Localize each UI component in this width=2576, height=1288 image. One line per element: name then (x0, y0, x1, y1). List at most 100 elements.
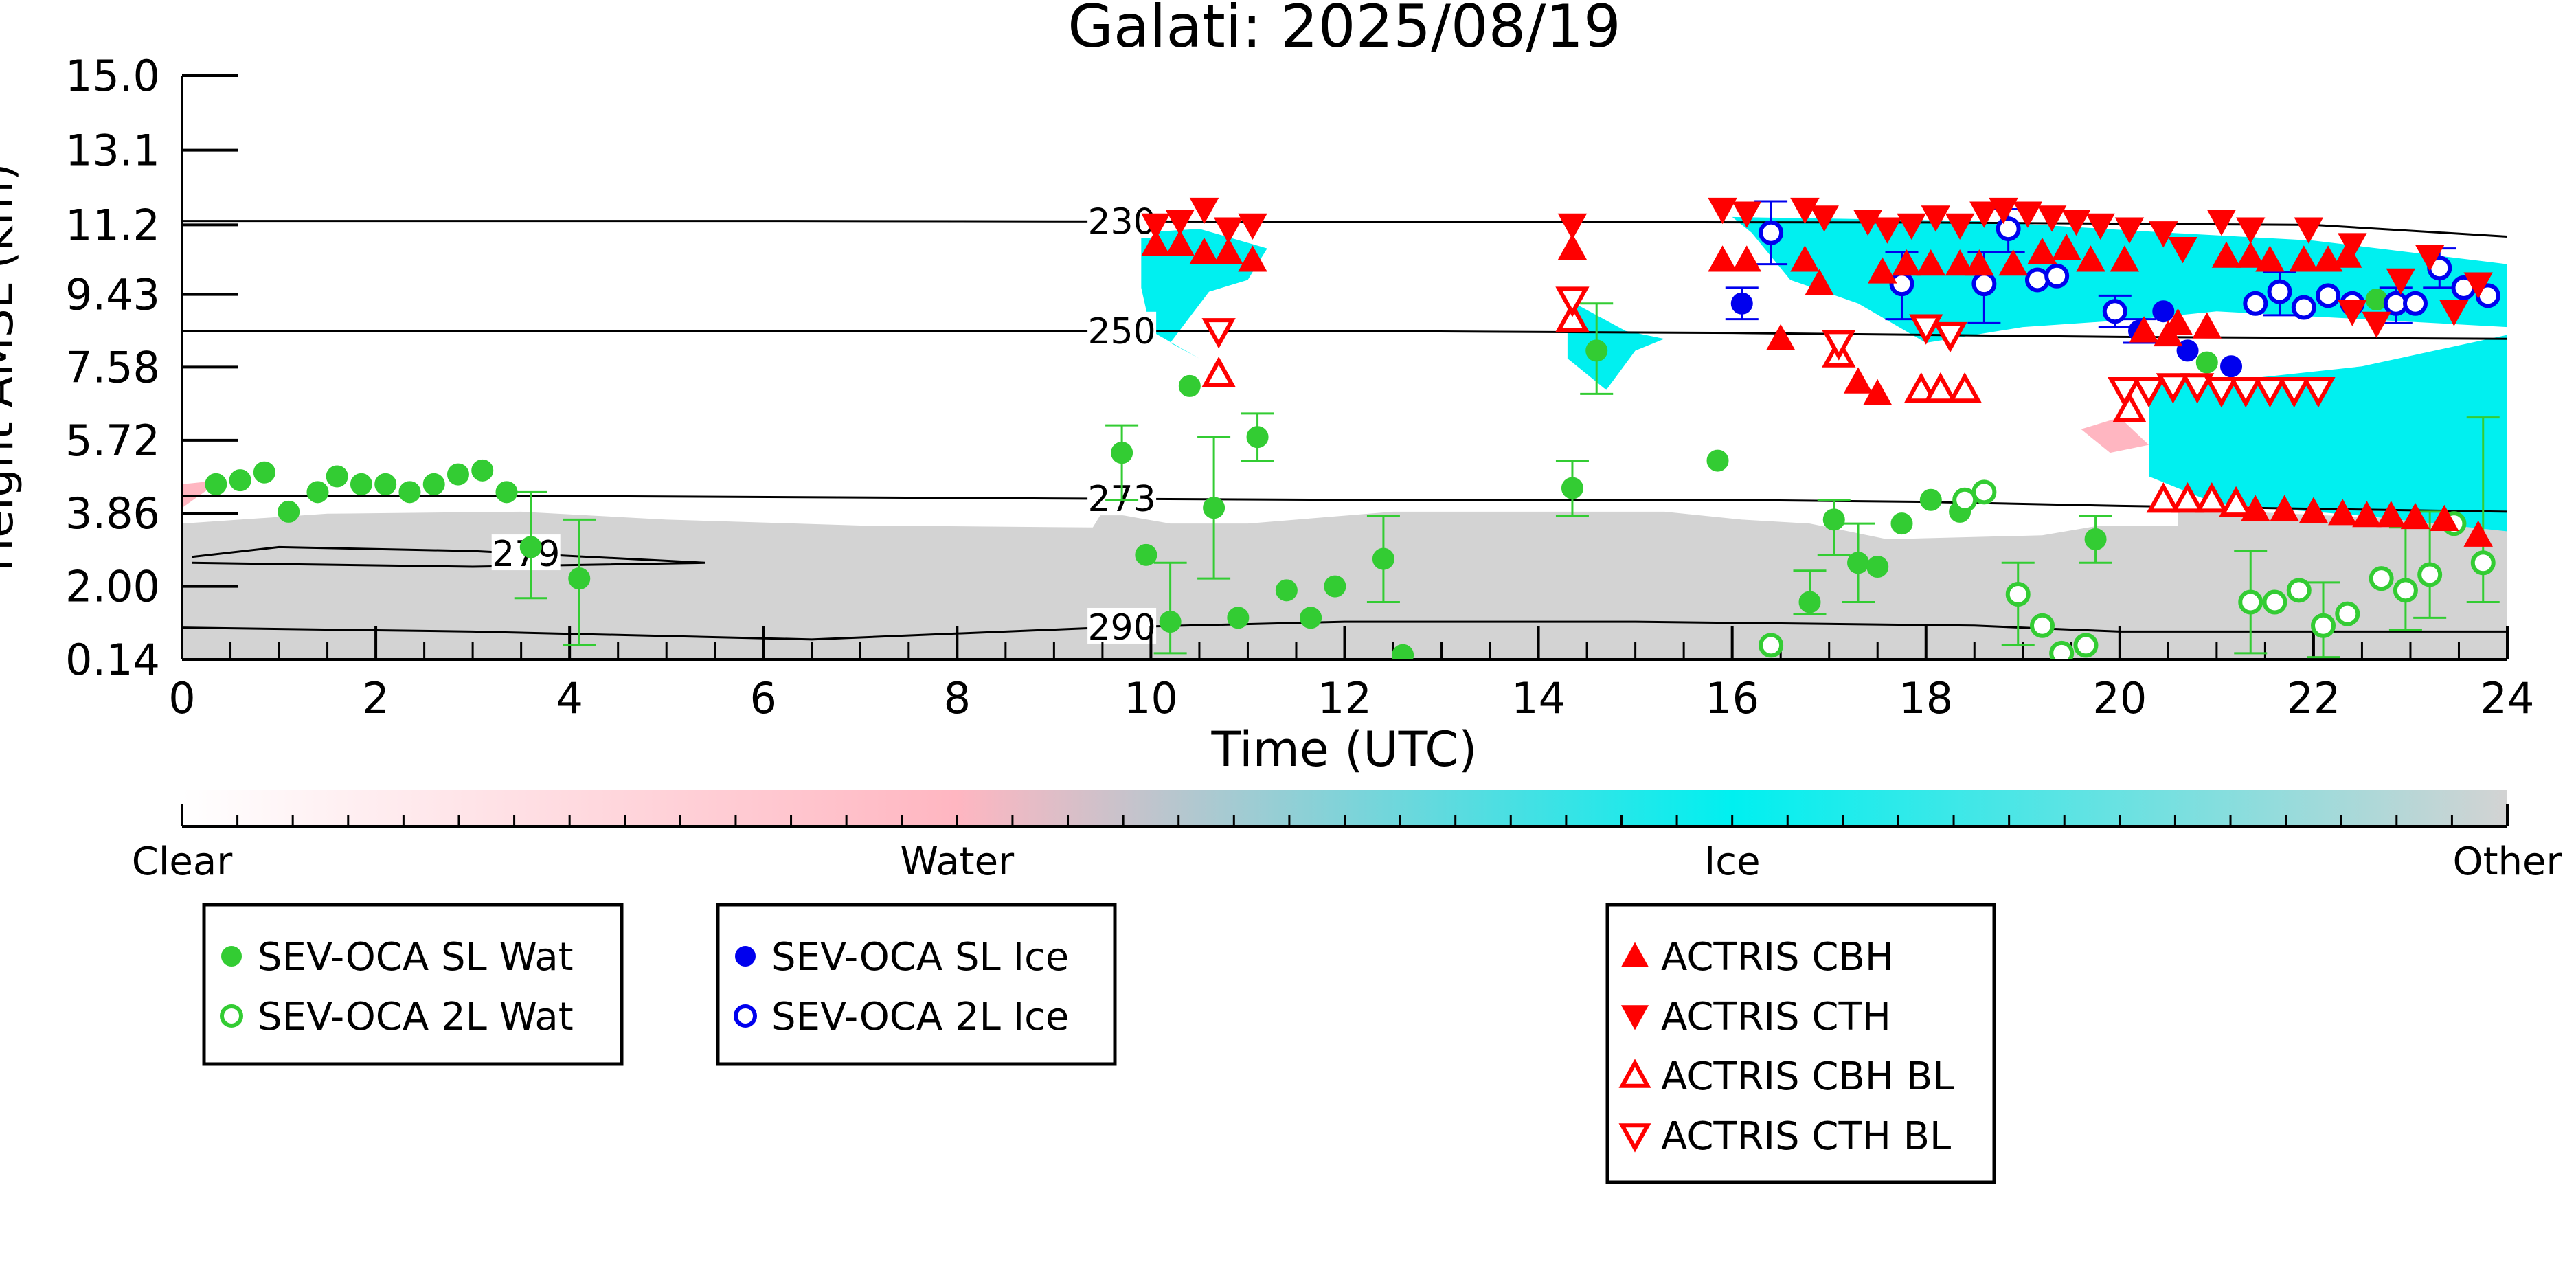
point-sev-oca-2l-ice (2267, 279, 2292, 304)
point-actris-cth (1989, 197, 2018, 225)
y-tick-label: 15.0 (65, 51, 160, 101)
point-actris-cth (2235, 217, 2266, 244)
point-actris-cth (1732, 201, 1762, 228)
point-actris-cth (2114, 217, 2145, 244)
legend-marker-sev-oca-2l-wat (220, 1004, 243, 1028)
point-actris-cbh (1732, 245, 1762, 272)
point-sev-oca-2l-ice (1889, 271, 1914, 297)
point-actris-cth (1708, 197, 1737, 225)
point-sev-oca-2l-wat (2049, 640, 2075, 659)
point-sev-oca-sl-wat (306, 481, 329, 504)
point-actris-cth-bl (1201, 318, 1236, 349)
point-actris-cth-bl (2108, 376, 2142, 408)
x-tick-label: 8 (944, 673, 971, 723)
point-sev-oca-sl-wat (495, 481, 518, 504)
point-actris-cth (1790, 197, 1820, 225)
x-tick-label: 16 (1705, 673, 1759, 723)
point-sev-oca-2l-wat (2417, 562, 2443, 587)
point-sev-oca-sl-wat (2195, 351, 2218, 374)
point-actris-cth (1809, 205, 1839, 232)
point-actris-cth (2338, 233, 2367, 260)
point-sev-oca-sl-wat (422, 473, 445, 495)
point-actris-cth (1873, 217, 1902, 244)
point-sev-oca-2l-ice (2291, 295, 2316, 320)
legend-box-2: SEV-OCA SL Ice SEV-OCA 2L Ice (716, 903, 1117, 1066)
point-actris-cbh (2255, 245, 2285, 272)
axes: 0 2 4 6 8 10 12 14 16 18 20 22 240.142.003.865.727.5… (65, 51, 2535, 723)
isotherm-290 (182, 620, 2507, 641)
point-actris-cbh (1189, 237, 1219, 264)
point-sev-oca-sl-wat (1392, 644, 1414, 659)
point-sev-oca-2l-ice (1759, 220, 1784, 245)
point-actris-cth-bl (2180, 373, 2215, 404)
point-sev-oca-2l-ice (2044, 263, 2070, 289)
legend-marker-sev-oca-2l-ice (734, 1004, 757, 1028)
point-actris-cbh-bl (2146, 482, 2180, 513)
point-actris-cth-bl (2277, 376, 2312, 408)
point-actris-cbh (2211, 241, 2241, 268)
legend-box-3: ACTRIS CBH ACTRIS CTH ACTRIS CBH BL ACTRIS … (1605, 903, 1996, 1184)
point-sev-oca-2l-wat (2470, 550, 2496, 576)
colorbar-label-clear: Clear (132, 839, 233, 884)
point-actris-cth (2415, 245, 2445, 271)
point-actris-cth-bl (2156, 373, 2191, 404)
point-actris-cbh (2352, 501, 2382, 528)
point-actris-cbh (2463, 520, 2493, 547)
point-actris-cbh-bl (2195, 482, 2229, 513)
isotherm-230 (182, 220, 2507, 238)
point-sev-oca-sl-wat (253, 461, 275, 484)
x-tick-label: 4 (556, 673, 583, 723)
isotherm-250 (182, 330, 2507, 340)
isotherm-label-group-230: 230 (1087, 201, 1157, 242)
legend-box-1: SEV-OCA SL Wat SEV-OCA 2L Wat (202, 903, 624, 1066)
point-sev-oca-sl-ice (2176, 339, 2199, 362)
point-sev-oca-2l-wat (2286, 578, 2312, 603)
point-actris-cbh-bl (1555, 301, 1590, 332)
point-actris-cth-bl (2252, 376, 2287, 408)
field-region-ice-4 (1567, 300, 1664, 390)
point-sev-oca-sl-wat (1178, 374, 1201, 397)
legend-marker-actris-cth-bl (1618, 1123, 1651, 1153)
point-sev-oca-sl-wat (1246, 426, 1269, 449)
point-actris-cbh (2154, 319, 2183, 347)
x-tick-label: 10 (1124, 673, 1178, 723)
point-actris-cth (2037, 205, 2067, 232)
isotherm-label-290: 290 (1087, 607, 1155, 648)
point-sev-oca-2l-wat (2369, 566, 2394, 591)
point-actris-cbh (1916, 249, 1946, 276)
point-sev-oca-sl-wat (519, 536, 542, 558)
point-sev-oca-sl-ice (2152, 300, 2175, 323)
point-actris-cbh-bl (2170, 482, 2205, 513)
point-sev-oca-sl-wat (1203, 497, 1225, 519)
legend-label-sev-oca-2l-wat: SEV-OCA 2L Wat (258, 995, 574, 1039)
point-actris-cbh (1805, 269, 1834, 295)
point-actris-cth (1557, 213, 1588, 240)
point-actris-cth (1945, 213, 1975, 240)
legend: SEV-OCA SL Wat SEV-OCA 2L Wat SEV-OCA SL I… (202, 903, 1996, 1184)
chart-title: Galati: 2025/08/19 (1067, 0, 1621, 61)
point-actris-cth (2168, 237, 2197, 264)
point-sev-oca-2l-wat (1759, 633, 1784, 658)
y-tick-label: 9.43 (65, 270, 160, 320)
point-sev-oca-2l-wat (2238, 589, 2263, 615)
isotherm-279 (191, 545, 705, 568)
point-actris-cbh (1945, 249, 1975, 276)
point-actris-cth-bl (1909, 314, 1943, 345)
point-sev-oca-sl-ice (2220, 355, 2243, 378)
isotherm-label-bg-250 (1087, 311, 1157, 348)
point-actris-cth (1921, 205, 1951, 232)
point-actris-cth (2149, 221, 2178, 248)
legend-label-sev-oca-sl-wat: SEV-OCA SL Wat (258, 935, 574, 980)
point-actris-cbh (2192, 312, 2222, 339)
x-axis-label: Time (UTC) (1211, 721, 1478, 778)
point-actris-cth (2386, 268, 2416, 295)
point-actris-cth (2061, 210, 2091, 236)
point-sev-oca-sl-wat (1275, 579, 1298, 602)
x-tick-label: 20 (2092, 673, 2147, 723)
point-actris-cbh (1141, 229, 1171, 256)
point-actris-cth (1189, 197, 1219, 225)
y-axis-label: Height AMSL (km) (0, 163, 23, 572)
point-sev-oca-sl-ice (1730, 292, 1753, 315)
point-actris-cbh (2270, 495, 2299, 521)
point-actris-cth-bl (1933, 321, 1967, 353)
